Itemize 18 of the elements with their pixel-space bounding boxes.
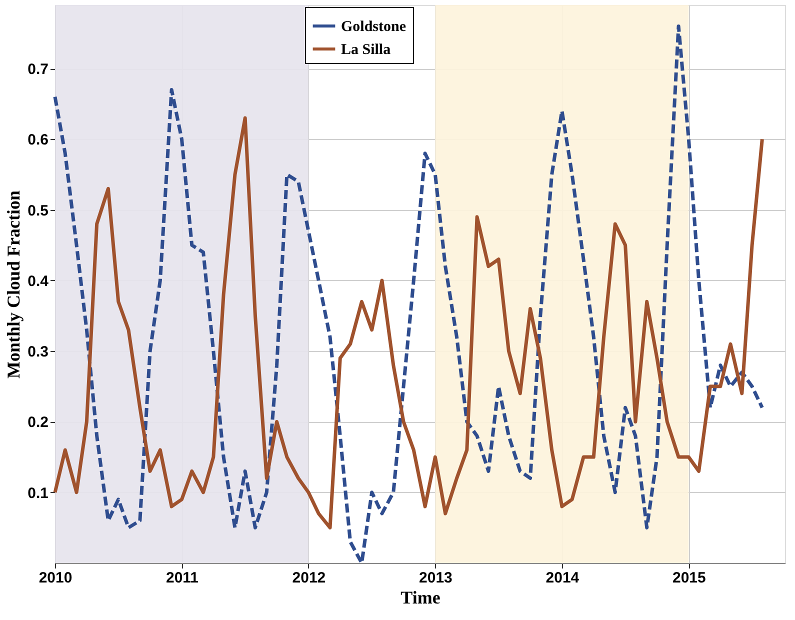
x-tick-label: 2015 xyxy=(672,570,706,586)
y-tick-label: 0.3 xyxy=(28,344,48,361)
x-tick-label: 2012 xyxy=(292,570,326,586)
y-tick-label: 0.4 xyxy=(28,272,50,290)
x-tick-label: 2010 xyxy=(38,570,72,586)
y-tick-label: 0.7 xyxy=(28,61,48,78)
legend-label: La Silla xyxy=(341,42,392,58)
x-tick-label: 2011 xyxy=(166,570,199,586)
x-tick-label: 2014 xyxy=(546,570,580,586)
y-tick-label: 0.1 xyxy=(28,484,48,502)
x-axis-title: Time xyxy=(400,588,440,608)
x-tick-label: 2013 xyxy=(419,570,452,586)
y-tick-label: 0.6 xyxy=(28,132,48,149)
y-tick-label: 0.5 xyxy=(28,202,48,220)
legend-label: Goldstone xyxy=(341,19,406,35)
line-series xyxy=(53,116,764,530)
y-tick-label: 0.2 xyxy=(28,414,48,432)
y-axis-title: Monthly Cloud Fraction xyxy=(4,190,24,379)
